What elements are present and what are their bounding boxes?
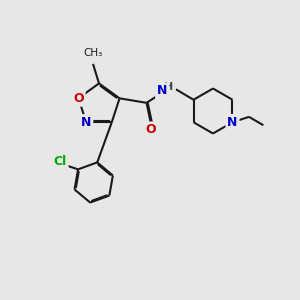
Text: O: O	[73, 92, 84, 105]
Text: N: N	[157, 84, 167, 97]
Text: H: H	[164, 82, 174, 92]
Text: Cl: Cl	[53, 155, 67, 168]
Text: CH₃: CH₃	[83, 49, 103, 58]
Text: O: O	[146, 123, 156, 136]
Text: N: N	[81, 116, 92, 129]
Text: N: N	[227, 116, 238, 129]
